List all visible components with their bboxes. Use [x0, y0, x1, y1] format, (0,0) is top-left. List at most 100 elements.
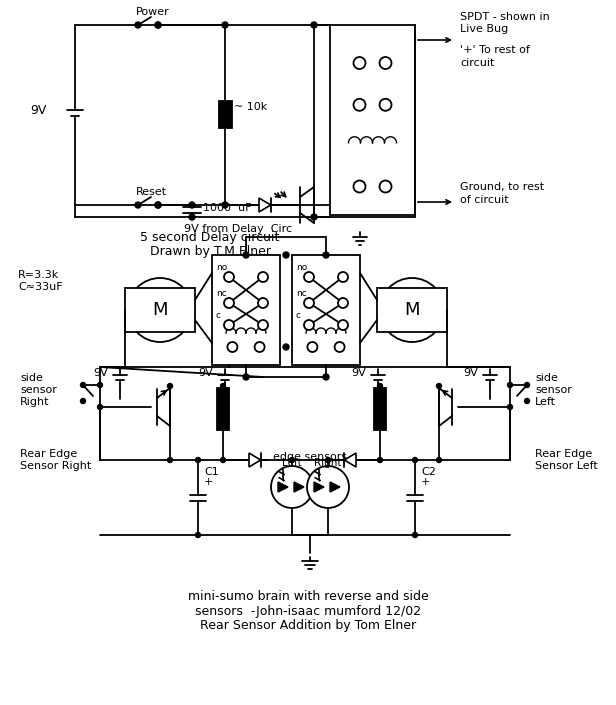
- Circle shape: [379, 180, 392, 192]
- Circle shape: [380, 278, 444, 342]
- Circle shape: [168, 458, 172, 462]
- Text: Power: Power: [136, 7, 170, 17]
- Circle shape: [290, 458, 294, 462]
- Text: 1000  uF: 1000 uF: [203, 203, 251, 213]
- Circle shape: [378, 458, 383, 462]
- Polygon shape: [259, 198, 270, 212]
- Text: Ground, to rest: Ground, to rest: [460, 182, 544, 192]
- Circle shape: [323, 374, 329, 380]
- Circle shape: [155, 22, 161, 28]
- Text: C≈33uF: C≈33uF: [18, 282, 63, 292]
- Circle shape: [311, 214, 317, 220]
- Text: side
sensor
Left: side sensor Left: [535, 374, 572, 407]
- Polygon shape: [249, 453, 261, 467]
- Bar: [330, 25, 415, 215]
- Circle shape: [354, 180, 365, 192]
- Circle shape: [283, 344, 289, 350]
- Circle shape: [135, 22, 141, 28]
- Text: 9V: 9V: [351, 368, 366, 378]
- Circle shape: [304, 272, 314, 282]
- Text: 9V from Delay  Circ: 9V from Delay Circ: [184, 224, 292, 234]
- Circle shape: [334, 342, 344, 352]
- Circle shape: [354, 99, 365, 111]
- Circle shape: [221, 458, 225, 462]
- Circle shape: [128, 278, 192, 342]
- Circle shape: [379, 57, 392, 69]
- Text: 9V: 9V: [198, 368, 213, 378]
- Circle shape: [227, 342, 237, 352]
- Circle shape: [195, 532, 200, 537]
- Text: nc: nc: [216, 288, 227, 298]
- Circle shape: [524, 398, 530, 403]
- Text: edge sensors: edge sensors: [273, 452, 347, 462]
- Text: no: no: [216, 262, 227, 271]
- Text: Reset: Reset: [136, 187, 167, 197]
- Text: ~ 10k: ~ 10k: [234, 102, 267, 112]
- Text: c: c: [216, 310, 221, 319]
- Text: nc: nc: [296, 288, 307, 298]
- Text: +: +: [204, 477, 213, 487]
- Text: side
sensor
Right: side sensor Right: [20, 374, 57, 407]
- Circle shape: [254, 342, 265, 352]
- Circle shape: [271, 466, 313, 508]
- Text: 9V: 9V: [463, 368, 478, 378]
- Text: mini-sumo brain with reverse and side: mini-sumo brain with reverse and side: [188, 591, 428, 603]
- Text: 9V: 9V: [93, 368, 108, 378]
- Bar: [212, 255, 280, 365]
- Circle shape: [323, 252, 329, 258]
- Bar: [377, 288, 447, 332]
- Circle shape: [155, 202, 161, 208]
- Circle shape: [155, 202, 161, 208]
- Circle shape: [222, 202, 228, 208]
- Circle shape: [338, 272, 348, 282]
- Text: C1: C1: [204, 467, 219, 477]
- Text: sensors  -John-isaac mumford 12/02: sensors -John-isaac mumford 12/02: [195, 604, 421, 618]
- Circle shape: [97, 405, 102, 410]
- Text: +: +: [421, 477, 431, 487]
- Circle shape: [81, 383, 86, 388]
- Circle shape: [258, 298, 268, 308]
- Circle shape: [307, 342, 317, 352]
- Circle shape: [195, 458, 200, 462]
- Text: no: no: [296, 262, 307, 271]
- Text: 9V: 9V: [31, 104, 47, 116]
- Circle shape: [379, 99, 392, 111]
- Circle shape: [508, 383, 513, 388]
- Circle shape: [413, 458, 418, 462]
- Circle shape: [81, 398, 86, 403]
- Circle shape: [135, 202, 141, 208]
- Bar: [292, 255, 360, 365]
- Circle shape: [304, 320, 314, 330]
- Polygon shape: [330, 482, 340, 492]
- Circle shape: [258, 320, 268, 330]
- Text: M: M: [152, 301, 168, 319]
- Text: Drawn by T.M.Elner: Drawn by T.M.Elner: [150, 245, 270, 257]
- Circle shape: [437, 458, 442, 462]
- Circle shape: [224, 272, 234, 282]
- Text: Right: Right: [314, 458, 342, 468]
- Polygon shape: [314, 482, 324, 492]
- Circle shape: [224, 320, 234, 330]
- Circle shape: [168, 384, 172, 388]
- Circle shape: [243, 252, 249, 258]
- Circle shape: [221, 384, 225, 388]
- Circle shape: [224, 298, 234, 308]
- Circle shape: [378, 384, 383, 388]
- Circle shape: [243, 374, 249, 380]
- Circle shape: [97, 383, 102, 388]
- Bar: [374, 388, 386, 430]
- Text: C2: C2: [421, 467, 436, 477]
- Circle shape: [189, 214, 195, 220]
- Text: circuit: circuit: [460, 58, 495, 68]
- Circle shape: [222, 22, 228, 28]
- Circle shape: [155, 22, 161, 28]
- Circle shape: [311, 22, 317, 28]
- Circle shape: [189, 202, 195, 208]
- Circle shape: [338, 298, 348, 308]
- Text: c: c: [296, 310, 301, 319]
- Circle shape: [325, 458, 331, 462]
- Circle shape: [508, 405, 513, 410]
- Text: Live Bug: Live Bug: [460, 24, 508, 34]
- Circle shape: [307, 466, 349, 508]
- Bar: [219, 101, 232, 128]
